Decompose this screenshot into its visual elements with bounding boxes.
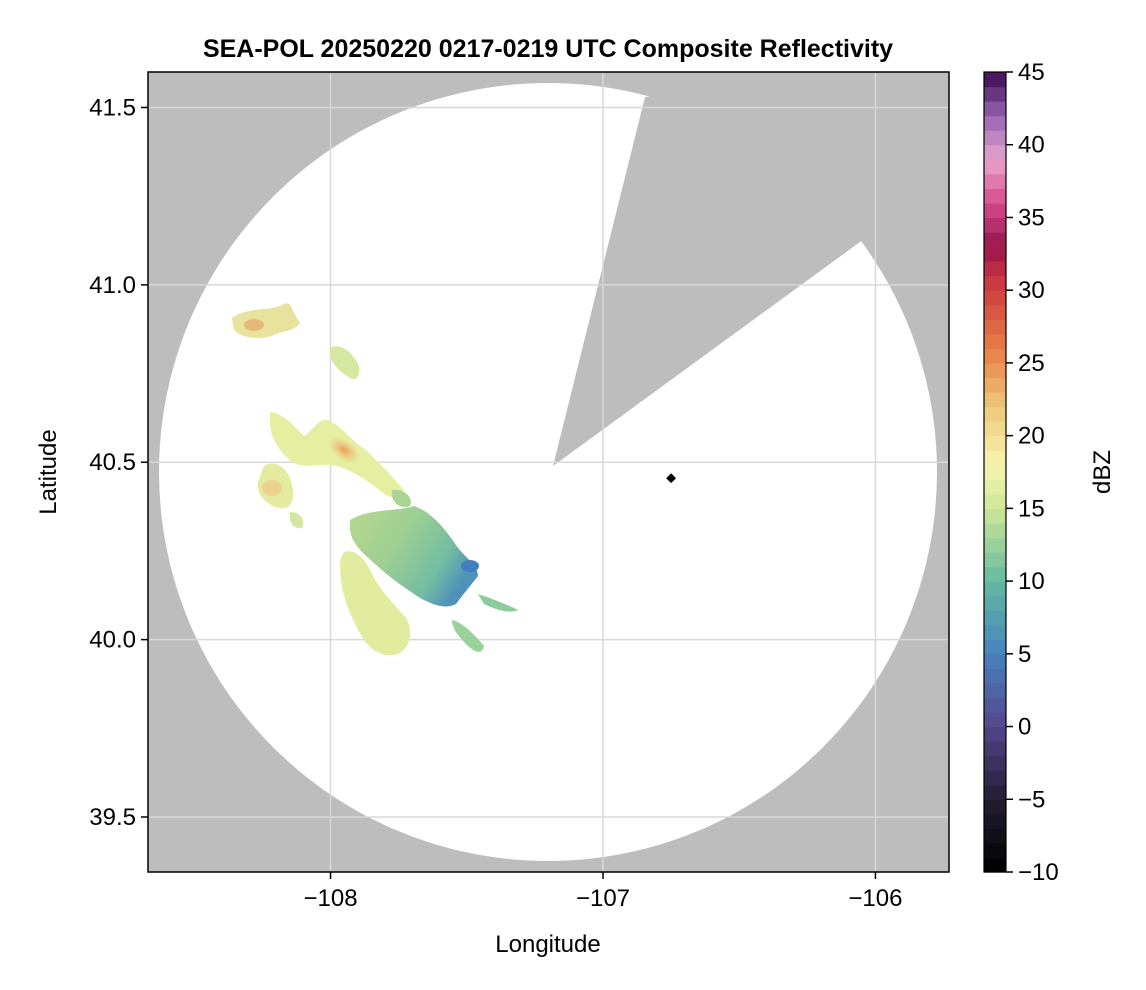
- colorbar-bin: [984, 624, 1006, 640]
- echo-south-band: [340, 551, 484, 656]
- chart-title: SEA-POL 20250220 0217-0219 UTC Composite…: [203, 35, 893, 63]
- colorbar-bin: [984, 522, 1006, 539]
- y-tick-label: 40.0: [89, 627, 136, 654]
- colorbar: −10 −5 0 5 10 15 20 25 30 35 40 45: [983, 59, 1059, 886]
- colorbar-bin: [984, 552, 1006, 568]
- colorbar-bin: [984, 173, 1006, 189]
- colorbar-tick-label: 35: [1018, 204, 1045, 231]
- colorbar-bin: [984, 741, 1006, 757]
- colorbar-bin: [984, 86, 1006, 102]
- echo-north-cell: [232, 303, 360, 380]
- colorbar-bin: [984, 188, 1006, 204]
- colorbar-bin: [984, 857, 1006, 873]
- colorbar-bin: [984, 828, 1006, 844]
- colorbar-bin: [984, 566, 1006, 582]
- colorbar-bin: [984, 406, 1006, 422]
- y-tick-label: 41.5: [89, 94, 136, 121]
- colorbar-bin: [984, 784, 1006, 800]
- colorbar-bin: [984, 232, 1006, 248]
- colorbar-bin: [984, 770, 1006, 786]
- colorbar-bin: [984, 508, 1006, 524]
- colorbar-bin: [984, 115, 1006, 131]
- colorbar-bin: [984, 72, 1006, 88]
- colorbar-bin: [984, 202, 1006, 219]
- colorbar-bin: [984, 362, 1006, 379]
- colorbar-bin: [984, 290, 1006, 306]
- colorbar-bin: [984, 537, 1006, 553]
- colorbar-frame: [983, 71, 1007, 873]
- colorbar-bin: [984, 668, 1006, 684]
- colorbar-tick-label: 20: [1018, 423, 1045, 450]
- x-axis-ticks: −108 −107 −106: [304, 872, 902, 912]
- colorbar-bin: [984, 697, 1006, 713]
- colorbar-tick-label: 5: [1018, 641, 1031, 668]
- colorbar-tick-label: 25: [1018, 350, 1045, 377]
- colorbar-tick-label: −10: [1018, 859, 1059, 886]
- colorbar-tick-label: 30: [1018, 277, 1045, 304]
- colorbar-bin: [984, 275, 1006, 291]
- colorbar-bin: [984, 726, 1006, 742]
- colorbar-bin: [984, 435, 1006, 451]
- y-tick-label: 41.0: [89, 272, 136, 299]
- colorbar-bin: [984, 261, 1006, 277]
- colorbar-bin: [984, 217, 1006, 233]
- colorbar-tick-label: 40: [1018, 132, 1045, 159]
- colorbar-bin: [984, 712, 1006, 728]
- colorbar-bin: [984, 493, 1006, 509]
- map-panel: [148, 72, 949, 872]
- colorbar-bin: [984, 639, 1006, 655]
- colorbar-bin: [984, 450, 1006, 466]
- y-axis-label: Latitude: [35, 429, 62, 514]
- echo-west-cell: [257, 463, 304, 529]
- colorbar-tick-label: 45: [1018, 59, 1045, 86]
- colorbar-bin: [984, 101, 1006, 117]
- plot-frame: [147, 71, 950, 873]
- blocked-sector: [553, 72, 949, 466]
- colorbar-bin: [984, 682, 1006, 699]
- colorbar-bin: [984, 333, 1006, 349]
- y-tick-label: 39.5: [89, 804, 136, 831]
- colorbar-bin: [984, 421, 1006, 437]
- echo-main-cluster: [350, 489, 518, 612]
- colorbar-bin: [984, 479, 1006, 495]
- colorbar-bin: [984, 464, 1006, 480]
- colorbar-bin: [984, 159, 1006, 175]
- colorbar-bin: [984, 304, 1006, 320]
- colorbar-bin: [984, 246, 1006, 262]
- colorbar-bin: [984, 813, 1006, 829]
- colorbar-bin: [984, 144, 1006, 160]
- colorbar-bin: [984, 799, 1006, 815]
- colorbar-tick-label: 0: [1018, 714, 1031, 741]
- echo-central-band: [270, 412, 404, 498]
- gridlines: [148, 72, 949, 872]
- colorbar-tick-label: 15: [1018, 495, 1045, 522]
- y-axis-ticks: 39.5 40.0 40.5 41.0 41.5: [89, 94, 148, 831]
- colorbar-bin: [984, 610, 1006, 626]
- colorbar-bin: [984, 319, 1006, 335]
- colorbar-bin: [984, 392, 1006, 408]
- radar-location-marker: [666, 473, 677, 484]
- y-tick-label: 40.5: [89, 449, 136, 476]
- colorbar-tick-label: −5: [1018, 786, 1045, 813]
- colorbar-bin: [984, 130, 1006, 146]
- colorbar-bin: [984, 653, 1006, 669]
- colorbar-bin: [984, 595, 1006, 611]
- x-tick-label: −108: [304, 885, 358, 912]
- x-axis-label: Longitude: [495, 931, 600, 958]
- colorbar-bin: [984, 581, 1006, 597]
- colorbar-bin: [984, 348, 1006, 364]
- colorbar-bin: [984, 377, 1006, 393]
- colorbar-tick-label: 10: [1018, 568, 1045, 595]
- colorbar-bin: [984, 842, 1006, 859]
- x-tick-label: −106: [848, 885, 902, 912]
- colorbar-bin: [984, 755, 1006, 771]
- x-tick-label: −107: [576, 885, 630, 912]
- colorbar-label: dBZ: [1089, 450, 1116, 494]
